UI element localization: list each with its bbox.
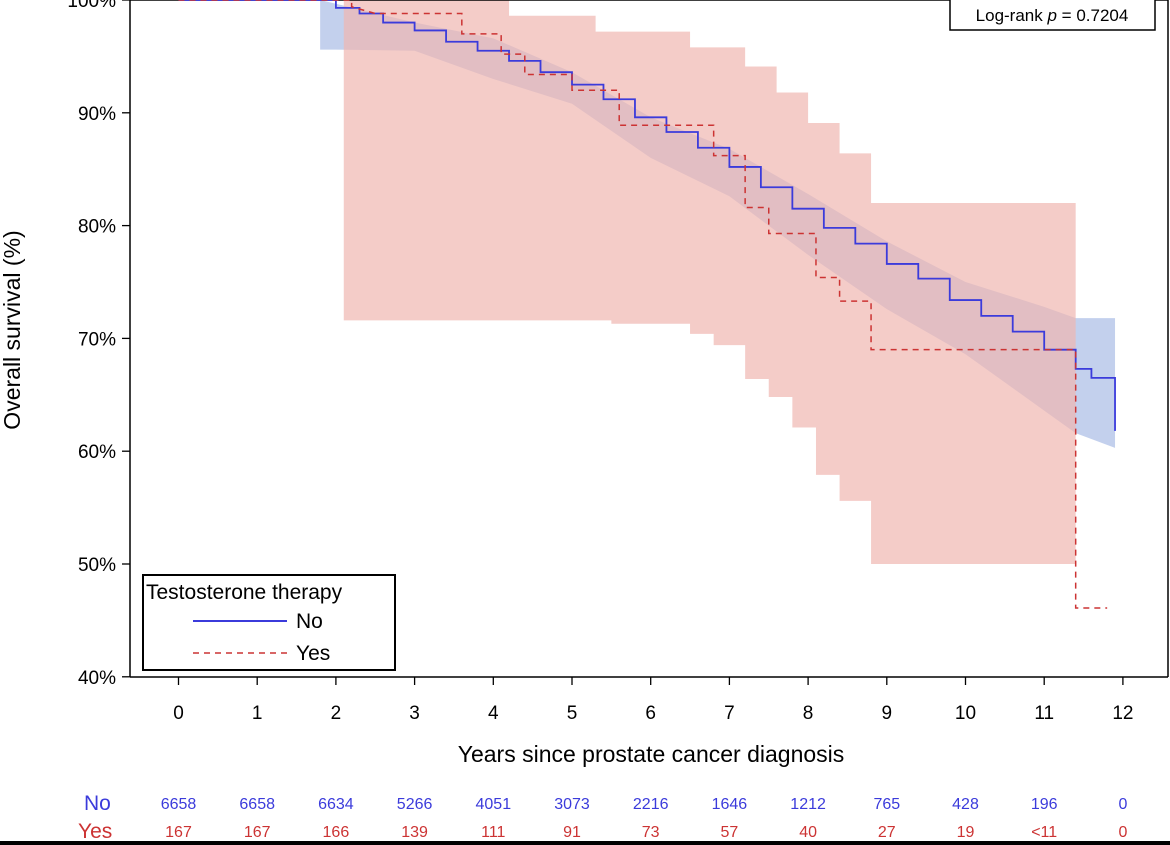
x-tick-label: 7	[724, 703, 735, 724]
logrank-text: Log-rank p = 0.7204	[976, 6, 1129, 25]
x-tick-label: 3	[409, 703, 420, 724]
risk-count-no: 3073	[554, 796, 590, 813]
risk-count-no: 765	[873, 796, 901, 813]
x-tick-label: 12	[1112, 703, 1133, 724]
confidence-bands	[320, 0, 1116, 564]
x-tick-label: 2	[331, 703, 342, 724]
risk-count-yes: 40	[799, 824, 817, 841]
risk-count-yes: 57	[720, 824, 739, 841]
ci-band-yes	[343, 0, 1076, 564]
risk-count-yes: 27	[877, 824, 896, 841]
x-tick-label: 0	[173, 703, 184, 724]
x-tick-label: 11	[1034, 703, 1054, 724]
risk-row-no: No 6658 6658 6634 5266 4051 3073 2216 1646 1212 7…	[0, 792, 1170, 816]
x-tick-label: 1	[252, 703, 263, 724]
x-tick-label: 4	[488, 703, 499, 724]
risk-count-no: 0	[1118, 796, 1128, 813]
risk-count-yes: 0	[1118, 824, 1128, 841]
y-tick-label: 90%	[78, 104, 116, 125]
survival-curve-yes	[178, 0, 1108, 609]
risk-count-no: 5266	[396, 796, 433, 813]
chart-axes: 0 1 2 3 4 5 6 7 8 9 10 11 1240%50%60%70%80%90%100%Ye…	[0, 0, 1169, 767]
risk-label-no: No	[84, 792, 111, 815]
bottom-rule	[0, 841, 1170, 845]
y-tick-label: 100%	[67, 0, 116, 12]
x-tick-label: 10	[955, 703, 976, 724]
risk-count-no: 2216	[632, 796, 669, 813]
y-tick-label: 40%	[78, 668, 116, 689]
risk-label-yes: Yes	[78, 820, 113, 843]
risk-count-yes: 167	[243, 824, 271, 841]
risk-count-yes: 111	[481, 824, 506, 841]
survival-curves	[178, 0, 1116, 609]
risk-count-yes: <11	[1031, 824, 1058, 841]
risk-count-no: 6658	[239, 796, 275, 813]
risk-count-no: 6634	[318, 796, 354, 813]
y-tick-label: 60%	[78, 442, 116, 463]
x-axis-title: Years since prostate cancer diagnosis	[458, 741, 845, 767]
legend: Testosterone therapy No Yes	[142, 574, 396, 671]
risk-count-yes: 73	[641, 824, 660, 841]
risk-count-yes: 19	[956, 824, 975, 841]
risk-count-yes: 91	[563, 824, 581, 841]
x-tick-label: 8	[803, 703, 814, 724]
risk-count-no: 428	[952, 796, 979, 813]
risk-count-yes: 166	[322, 824, 350, 841]
survival-curve-no	[178, 0, 1116, 431]
logrank-annotation-group: Log-rank p = 0.7204	[949, 0, 1156, 31]
risk-count-yes: 139	[401, 824, 428, 841]
risk-count-no: 6658	[160, 796, 197, 813]
y-tick-label: 50%	[78, 555, 116, 576]
y-tick-label: 70%	[78, 329, 116, 350]
legend-box	[142, 574, 396, 671]
x-tick-label: 6	[645, 703, 656, 724]
risk-row-yes: Yes 167 167 166 139 111 91 73 57 40 27 19 <11 0	[0, 820, 1170, 844]
legend-title: Testosterone therapy	[146, 581, 343, 604]
x-tick-label: 9	[882, 703, 893, 724]
risk-count-no: 4051	[475, 796, 512, 813]
y-axis-title: Overall survival (%)	[0, 230, 25, 429]
logrank-box	[949, 0, 1156, 31]
risk-count-no: 1212	[790, 796, 826, 813]
risk-count-no: 1646	[711, 796, 748, 813]
risk-count-yes: 167	[165, 824, 192, 841]
y-tick-label: 80%	[78, 217, 116, 238]
legend-label-no: No	[296, 610, 323, 633]
legend-label-yes: Yes	[296, 642, 330, 665]
x-tick-label: 5	[567, 703, 578, 724]
risk-count-no: 196	[1030, 796, 1058, 813]
